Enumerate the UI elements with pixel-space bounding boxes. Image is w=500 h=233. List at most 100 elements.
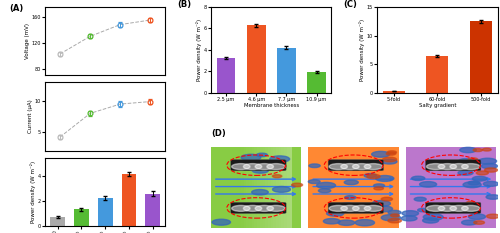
FancyBboxPatch shape	[268, 147, 270, 228]
Circle shape	[376, 175, 394, 182]
FancyBboxPatch shape	[270, 147, 274, 228]
Bar	[145, 194, 160, 226]
Circle shape	[329, 206, 347, 211]
Bar	[382, 91, 404, 93]
Circle shape	[244, 206, 262, 211]
FancyBboxPatch shape	[249, 147, 252, 228]
Circle shape	[472, 176, 487, 181]
Circle shape	[381, 197, 392, 201]
FancyBboxPatch shape	[262, 147, 265, 228]
Circle shape	[450, 206, 468, 211]
Circle shape	[420, 182, 436, 187]
Circle shape	[426, 206, 445, 211]
Circle shape	[364, 164, 382, 170]
FancyBboxPatch shape	[252, 147, 254, 228]
FancyBboxPatch shape	[328, 202, 384, 213]
Circle shape	[458, 170, 473, 175]
Circle shape	[374, 184, 384, 188]
Circle shape	[482, 164, 498, 169]
Circle shape	[374, 187, 384, 190]
FancyBboxPatch shape	[426, 160, 481, 171]
Circle shape	[272, 187, 290, 192]
Bar	[74, 209, 89, 226]
Circle shape	[344, 180, 358, 185]
Circle shape	[367, 174, 380, 179]
Circle shape	[374, 206, 392, 212]
Circle shape	[232, 206, 250, 211]
Circle shape	[324, 219, 340, 224]
Circle shape	[390, 214, 400, 217]
Circle shape	[252, 168, 268, 173]
FancyBboxPatch shape	[276, 147, 278, 228]
FancyBboxPatch shape	[274, 147, 276, 228]
Bar	[307, 72, 326, 93]
Circle shape	[364, 206, 382, 211]
Circle shape	[344, 196, 356, 199]
Circle shape	[388, 210, 401, 215]
Circle shape	[352, 164, 371, 170]
Circle shape	[267, 206, 285, 211]
FancyBboxPatch shape	[284, 147, 287, 228]
Circle shape	[372, 151, 390, 157]
Circle shape	[342, 203, 353, 207]
Circle shape	[318, 189, 331, 193]
X-axis label: Membrane thickness: Membrane thickness	[244, 103, 299, 108]
FancyBboxPatch shape	[426, 202, 481, 213]
Circle shape	[241, 154, 261, 161]
Y-axis label: Current (μA): Current (μA)	[28, 100, 33, 133]
Circle shape	[412, 176, 425, 181]
Circle shape	[438, 164, 456, 170]
X-axis label: Salty gradient: Salty gradient	[418, 103, 456, 108]
Bar	[470, 21, 492, 93]
Circle shape	[341, 164, 359, 170]
Circle shape	[450, 164, 468, 170]
Circle shape	[382, 157, 396, 162]
Circle shape	[426, 164, 445, 170]
Circle shape	[372, 201, 390, 206]
Circle shape	[462, 164, 480, 170]
FancyBboxPatch shape	[282, 147, 284, 228]
Circle shape	[476, 171, 488, 175]
Circle shape	[309, 164, 320, 168]
Y-axis label: Power density (W m⁻²): Power density (W m⁻²)	[30, 161, 36, 223]
Text: (C): (C)	[344, 0, 357, 9]
Circle shape	[326, 211, 344, 216]
FancyBboxPatch shape	[265, 147, 268, 228]
Circle shape	[338, 220, 354, 225]
FancyBboxPatch shape	[254, 147, 257, 228]
FancyBboxPatch shape	[278, 147, 281, 228]
Circle shape	[341, 206, 359, 211]
Circle shape	[386, 152, 396, 155]
Circle shape	[308, 180, 320, 184]
Text: (D): (D)	[211, 129, 226, 138]
Circle shape	[212, 219, 231, 225]
Circle shape	[468, 158, 477, 161]
FancyBboxPatch shape	[290, 147, 292, 228]
Text: (B): (B)	[178, 0, 192, 9]
FancyBboxPatch shape	[308, 147, 398, 228]
Circle shape	[244, 164, 262, 170]
Bar	[98, 198, 112, 226]
Y-axis label: Power density (W m⁻²): Power density (W m⁻²)	[196, 19, 202, 81]
Circle shape	[468, 181, 480, 185]
FancyBboxPatch shape	[406, 147, 496, 228]
Circle shape	[255, 164, 274, 170]
Circle shape	[486, 195, 500, 199]
FancyBboxPatch shape	[260, 147, 262, 228]
Circle shape	[424, 214, 443, 220]
Circle shape	[267, 164, 285, 170]
Circle shape	[382, 159, 397, 164]
Circle shape	[238, 162, 254, 167]
Circle shape	[468, 214, 485, 219]
Circle shape	[272, 175, 282, 178]
Bar	[426, 56, 448, 93]
FancyBboxPatch shape	[328, 160, 384, 171]
Circle shape	[292, 183, 302, 187]
Circle shape	[482, 148, 491, 151]
Y-axis label: Voltage (mV): Voltage (mV)	[25, 23, 30, 59]
Circle shape	[462, 220, 477, 225]
Circle shape	[270, 156, 289, 162]
FancyBboxPatch shape	[257, 147, 260, 228]
Circle shape	[255, 206, 274, 211]
Bar	[122, 174, 136, 226]
